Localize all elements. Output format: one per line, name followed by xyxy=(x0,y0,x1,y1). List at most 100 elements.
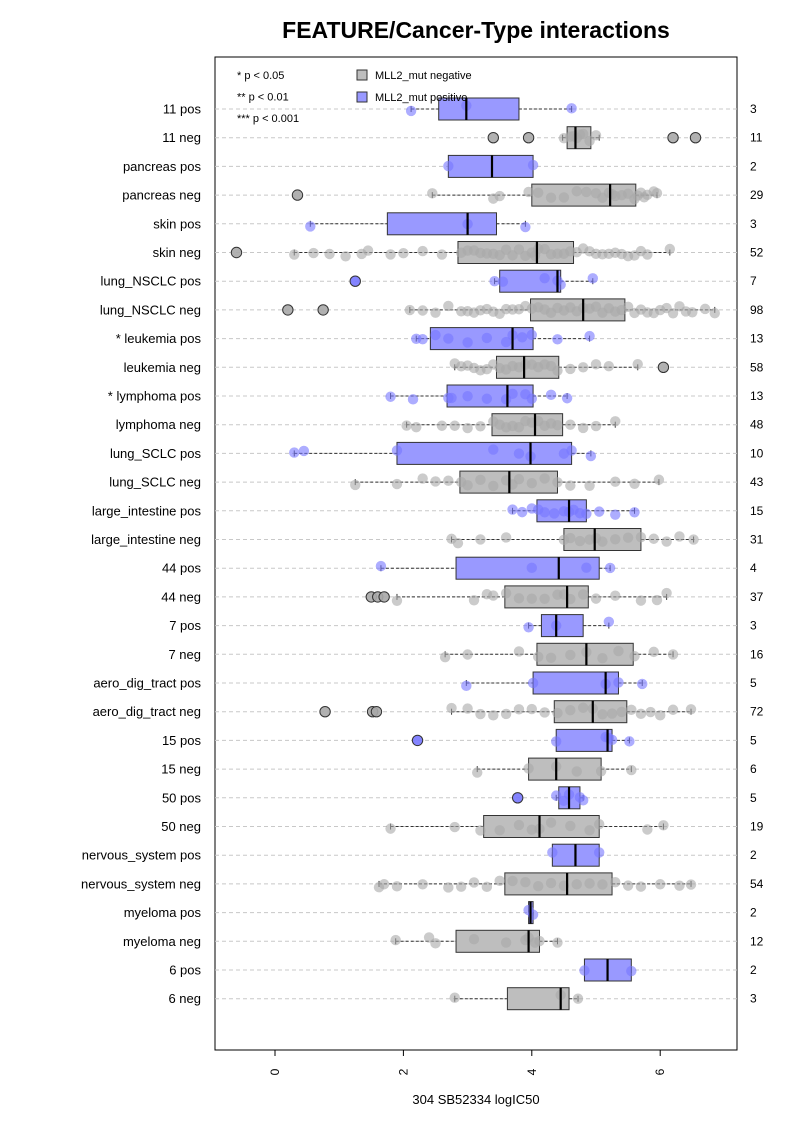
box-group xyxy=(365,585,672,609)
group-label: myeloma neg xyxy=(123,934,201,949)
group-count: 3 xyxy=(750,102,757,116)
group-label: 7 pos xyxy=(169,618,201,633)
data-point xyxy=(561,393,573,404)
outlier-point xyxy=(317,304,329,316)
data-point xyxy=(391,881,403,892)
data-point xyxy=(407,394,419,405)
data-point xyxy=(629,478,640,489)
data-point xyxy=(572,993,584,1004)
x-tick-label: 4 xyxy=(525,1068,539,1075)
data-point xyxy=(655,710,666,721)
data-point xyxy=(513,704,525,715)
group-label: 11 pos xyxy=(163,102,202,117)
data-point xyxy=(565,419,576,430)
data-point xyxy=(340,251,351,262)
data-point xyxy=(513,448,525,459)
data-point xyxy=(401,420,412,431)
data-point xyxy=(443,300,454,312)
data-point xyxy=(577,702,589,713)
data-point xyxy=(645,706,656,718)
group-label: 44 neg xyxy=(161,589,201,604)
data-point xyxy=(584,825,595,836)
data-point xyxy=(610,416,621,427)
group-label: 50 pos xyxy=(162,790,202,805)
data-point xyxy=(405,105,417,117)
outlier-point xyxy=(349,275,361,287)
data-point xyxy=(398,247,409,259)
group-label: large_intestine pos xyxy=(92,503,202,518)
legend-label: MLL2_mut negative xyxy=(375,70,472,82)
data-point xyxy=(507,875,518,887)
plot-marks xyxy=(230,97,720,1011)
data-point xyxy=(590,359,602,370)
data-point xyxy=(308,247,319,259)
x-tick-label: 0 xyxy=(268,1068,282,1075)
data-point xyxy=(552,334,563,345)
data-point xyxy=(651,594,663,606)
box xyxy=(447,154,534,178)
outlier-point xyxy=(378,591,390,603)
data-point xyxy=(574,535,586,547)
data-point xyxy=(411,421,422,433)
data-point xyxy=(305,221,316,232)
data-point xyxy=(462,391,473,402)
group-count: 2 xyxy=(750,963,757,977)
data-point xyxy=(475,708,486,720)
data-point xyxy=(526,824,537,835)
data-point xyxy=(475,474,486,486)
group-count: 29 xyxy=(750,188,764,202)
data-point xyxy=(571,879,582,890)
data-point xyxy=(550,736,562,747)
data-point xyxy=(513,422,525,433)
data-point xyxy=(581,562,592,573)
group-label: aero_dig_tract neg xyxy=(93,704,201,719)
data-point xyxy=(481,881,493,893)
data-point xyxy=(539,507,550,518)
data-point xyxy=(699,303,711,315)
data-point xyxy=(594,506,605,517)
box xyxy=(396,441,573,465)
data-point xyxy=(436,249,448,260)
group-label: * lymphoma pos xyxy=(108,389,202,404)
data-point xyxy=(462,480,473,491)
data-point xyxy=(526,393,537,404)
data-point xyxy=(597,709,608,720)
group-label: 11 neg xyxy=(162,130,201,145)
box-group xyxy=(349,269,598,293)
data-point xyxy=(520,877,531,888)
data-point xyxy=(350,479,361,491)
data-point xyxy=(439,652,451,663)
data-point xyxy=(616,706,627,718)
data-point xyxy=(606,734,618,746)
data-point xyxy=(635,531,647,543)
box-group xyxy=(472,757,637,781)
group-count: 16 xyxy=(750,647,764,661)
data-point xyxy=(685,704,697,715)
group-label: large_intestine neg xyxy=(91,532,201,547)
data-point xyxy=(566,445,577,456)
data-point xyxy=(475,825,486,836)
data-point xyxy=(594,847,605,858)
data-point xyxy=(497,276,509,287)
group-label: pancreas neg xyxy=(122,188,201,203)
group-label: lung_SCLC pos xyxy=(110,446,202,461)
data-point xyxy=(577,128,589,140)
box-group xyxy=(446,528,699,551)
group-count: 4 xyxy=(750,561,757,575)
data-point xyxy=(468,595,480,606)
data-point xyxy=(594,819,605,830)
box-group xyxy=(511,786,589,810)
data-point xyxy=(468,934,480,945)
data-point xyxy=(565,532,576,544)
outlier-point xyxy=(667,132,679,144)
group-count: 6 xyxy=(750,762,757,776)
group-label: 15 neg xyxy=(161,762,201,777)
data-point xyxy=(488,480,499,492)
group-label: 44 pos xyxy=(162,561,202,576)
data-point xyxy=(539,707,550,718)
group-count: 5 xyxy=(750,733,757,747)
box-group xyxy=(350,470,665,494)
data-point xyxy=(523,763,534,774)
outlier-point xyxy=(411,734,424,747)
data-point xyxy=(526,593,537,604)
